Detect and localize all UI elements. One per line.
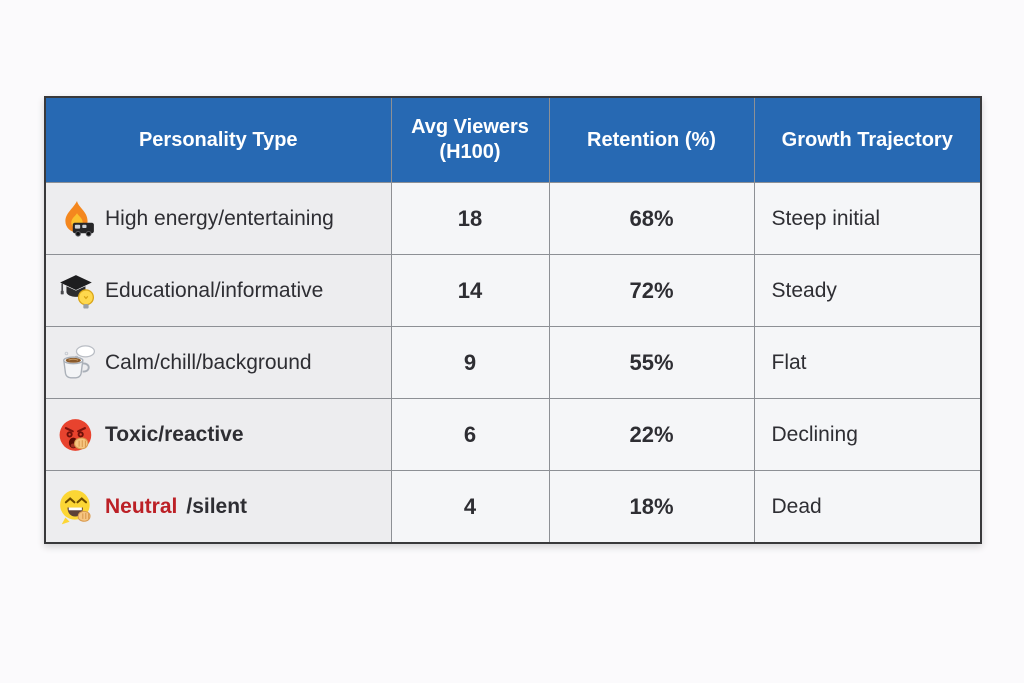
row-label: Toxic/reactive — [105, 422, 244, 446]
growth-value: Flat — [753, 326, 982, 399]
retention-value: 72% — [548, 254, 755, 327]
retention-value: 22% — [548, 398, 755, 471]
growth-value: Declining — [753, 398, 982, 471]
table-row: Toxic/reactive 6 22% Declining — [44, 398, 982, 471]
angry-red-face-hand-icon — [58, 416, 96, 454]
table-row: Neutral/silent 4 18% Dead — [44, 470, 982, 544]
table-row: High energy/entertaining 18 68% Steep in… — [44, 182, 982, 255]
retention-value: 55% — [548, 326, 755, 399]
row-label-highlight: Neutral — [105, 494, 178, 518]
avg-viewers-value: 14 — [390, 254, 550, 327]
row-label: High energy/entertaining — [105, 206, 334, 230]
squinting-face-hand-icon — [58, 488, 96, 526]
growth-value: Dead — [753, 470, 982, 544]
fire-minivan-icon — [58, 200, 96, 238]
coffee-thought-bubble-icon — [58, 344, 96, 382]
retention-value: 68% — [548, 182, 755, 255]
personality-table: Personality Type Avg Viewers (H100) Rete… — [44, 96, 982, 544]
avg-viewers-value: 6 — [390, 398, 550, 471]
table-row: Educational/informative 14 72% Steady — [44, 254, 982, 327]
header-row: Personality Type Avg Viewers (H100) Rete… — [44, 96, 982, 183]
column-header-growth-trajectory: Growth Trajectory — [753, 96, 982, 183]
avg-viewers-value: 18 — [390, 182, 550, 255]
growth-value: Steep initial — [753, 182, 982, 255]
avg-viewers-value: 4 — [390, 470, 550, 544]
row-label: Calm/chill/background — [105, 350, 312, 374]
row-label: Educational/informative — [105, 278, 324, 302]
personality-table-container: Personality Type Avg Viewers (H100) Rete… — [44, 96, 982, 544]
retention-value: 18% — [548, 470, 755, 544]
table-row: Calm/chill/background 9 55% Flat — [44, 326, 982, 399]
column-header-personality-type: Personality Type — [44, 96, 392, 183]
row-label: /silent — [186, 494, 248, 518]
graduation-cap-lightbulb-icon — [58, 272, 96, 310]
growth-value: Steady — [753, 254, 982, 327]
avg-viewers-value: 9 — [390, 326, 550, 399]
column-header-avg-viewers: Avg Viewers (H100) — [390, 96, 550, 183]
column-header-retention: Retention (%) — [548, 96, 755, 183]
